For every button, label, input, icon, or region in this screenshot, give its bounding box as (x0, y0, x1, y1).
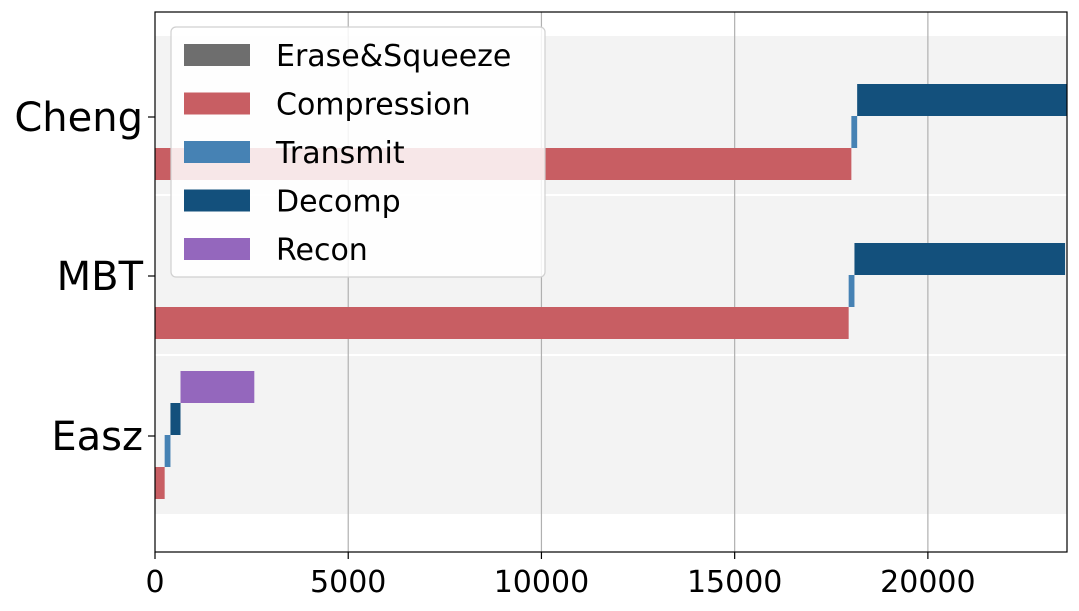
ytick-label-easz: Easz (51, 414, 143, 460)
legend-swatch-compression (184, 92, 250, 115)
bar-mbt-transmit (848, 275, 855, 307)
bar-mbt-compression (155, 307, 849, 339)
x-axis: 0 5000 10000 15000 20000 (145, 552, 976, 600)
xtick-label-20000: 20000 (880, 565, 975, 600)
bar-cheng-decomp (857, 84, 1067, 116)
xtick-label-0: 0 (145, 565, 164, 600)
ytick-label-mbt: MBT (57, 254, 144, 300)
legend-label-compression: Compression (276, 88, 471, 123)
legend-box (170, 26, 546, 278)
ytick-label-cheng: Cheng (14, 95, 143, 141)
bar-easz-transmit (164, 435, 171, 467)
legend-swatch-erasesqueeze (184, 44, 250, 66)
legend-swatch-decomp (184, 189, 250, 212)
legend-swatch-transmit (184, 141, 250, 163)
legend: Erase&Squeeze Compression Transmit Decomp Re… (170, 26, 546, 278)
bar-easz-recon (180, 371, 255, 403)
legend-label-recon: Recon (276, 233, 368, 268)
bar-easz-compression (155, 467, 165, 499)
legend-label-decomp: Decomp (276, 185, 401, 220)
xtick-label-5000: 5000 (310, 565, 386, 600)
y-axis: Cheng MBT Easz (14, 95, 155, 460)
bar-mbt-decomp (854, 243, 1066, 275)
xtick-label-10000: 10000 (494, 565, 589, 600)
legend-swatch-recon (184, 238, 250, 260)
legend-label-transmit: Transmit (275, 136, 405, 171)
bar-cheng-transmit (851, 116, 858, 148)
legend-label-erasesqueeze: Erase&Squeeze (276, 39, 511, 74)
bar-easz-decomp (170, 403, 181, 435)
xtick-label-15000: 15000 (687, 565, 782, 600)
band-easz (155, 356, 1067, 514)
plot-frame (154, 11, 1068, 553)
